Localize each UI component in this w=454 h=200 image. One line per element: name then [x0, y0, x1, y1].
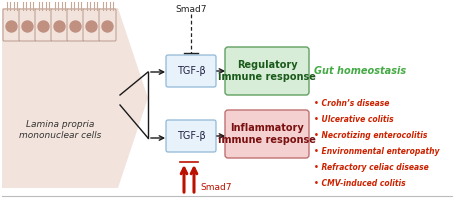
FancyBboxPatch shape: [225, 47, 309, 95]
Text: • CMV-induced colitis: • CMV-induced colitis: [314, 178, 405, 188]
FancyBboxPatch shape: [35, 9, 52, 41]
Text: • Refractory celiac disease: • Refractory celiac disease: [314, 162, 429, 171]
Circle shape: [54, 21, 65, 32]
Circle shape: [22, 21, 33, 32]
Text: • Crohn’s disease: • Crohn’s disease: [314, 98, 390, 108]
FancyBboxPatch shape: [83, 9, 100, 41]
Text: • Ulcerative colitis: • Ulcerative colitis: [314, 114, 394, 123]
Text: TGF-β: TGF-β: [177, 66, 205, 76]
Text: Smad7: Smad7: [200, 182, 232, 192]
Circle shape: [38, 21, 49, 32]
Text: TGF-β: TGF-β: [177, 131, 205, 141]
Polygon shape: [2, 8, 148, 188]
FancyBboxPatch shape: [166, 120, 216, 152]
Text: Smad7: Smad7: [175, 5, 207, 15]
FancyBboxPatch shape: [51, 9, 68, 41]
Circle shape: [102, 21, 113, 32]
Text: • Necrotizing enterocolitis: • Necrotizing enterocolitis: [314, 130, 427, 140]
FancyBboxPatch shape: [3, 9, 20, 41]
FancyBboxPatch shape: [225, 110, 309, 158]
Circle shape: [70, 21, 81, 32]
Circle shape: [86, 21, 97, 32]
FancyBboxPatch shape: [166, 55, 216, 87]
FancyBboxPatch shape: [19, 9, 36, 41]
Text: • Environmental enteropathy: • Environmental enteropathy: [314, 146, 439, 156]
Text: Gut homeostasis: Gut homeostasis: [314, 66, 406, 76]
Circle shape: [6, 21, 17, 32]
Text: Regulatory
immune response: Regulatory immune response: [218, 60, 316, 82]
FancyBboxPatch shape: [99, 9, 116, 41]
Text: Inflammatory
immune response: Inflammatory immune response: [218, 123, 316, 145]
Text: Lamina propria
mononuclear cells: Lamina propria mononuclear cells: [19, 120, 101, 140]
FancyBboxPatch shape: [67, 9, 84, 41]
